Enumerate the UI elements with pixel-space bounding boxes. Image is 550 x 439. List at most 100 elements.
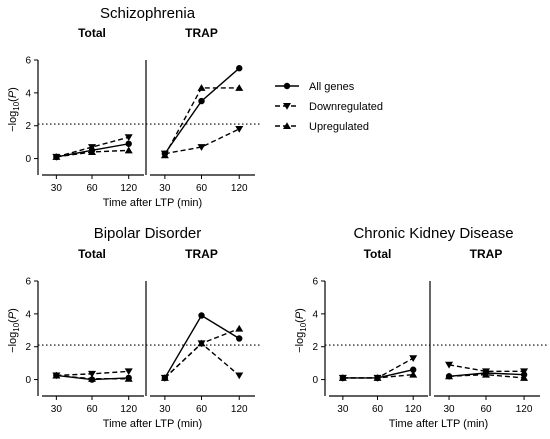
data-point	[124, 368, 133, 376]
y-axis-label-part: )	[7, 87, 19, 91]
y-tick-label: 6	[25, 277, 31, 288]
y-axis-label: −log10(P)	[7, 87, 21, 132]
y-axis-label-part: (	[7, 319, 19, 323]
subpanel-title: Total	[78, 247, 106, 261]
y-tick-label: 2	[25, 342, 31, 353]
data-point	[445, 372, 454, 380]
panel-title: Schizophrenia	[100, 5, 196, 22]
data-point	[235, 324, 244, 332]
y-tick-label: 6	[312, 277, 318, 288]
y-axis-label-part: P	[7, 311, 19, 319]
legend: All genes Downregulated Upregulated	[275, 81, 383, 133]
series-line-all-genes	[164, 67, 240, 155]
y-tick-label: 4	[25, 88, 31, 99]
data-point	[235, 372, 244, 380]
data-point	[482, 370, 490, 378]
data-point	[409, 370, 418, 378]
legend-label: All genes	[309, 81, 355, 93]
x-tick-label: 60	[480, 404, 492, 415]
y-axis-label-part: (	[7, 98, 19, 102]
panel-chronic-kidney-disease: Chronic Kidney Disease 0 2 4 6 −log10(P) Total…	[294, 225, 548, 430]
x-tick-label: 30	[51, 404, 63, 415]
x-tick-label: 60	[372, 404, 384, 415]
y-axis-label-part: P	[7, 90, 19, 98]
data-point	[197, 339, 206, 347]
subpanel-trap: TRAP 30 60 120	[150, 247, 255, 415]
x-axis-label: Time after LTP (min)	[103, 197, 202, 209]
data-point	[520, 368, 529, 376]
y-tick-label: 4	[312, 309, 318, 320]
data-point	[338, 374, 347, 381]
subpanel-total: Total 30 60 120	[42, 247, 144, 415]
data-point	[52, 371, 61, 379]
data-point	[445, 361, 454, 369]
data-point	[198, 97, 205, 105]
panel-bipolar-disorder: Bipolar Disorder 0 2 4 6 −log10(P) Total 30 60 12…	[7, 225, 262, 430]
y-axis-label: −log10(P)	[7, 308, 21, 353]
legend-item: Upregulated	[275, 121, 369, 133]
y-axis-label-part: )	[7, 308, 19, 312]
x-tick-label: 60	[196, 183, 208, 194]
y-axis-label-part: 10	[12, 322, 21, 331]
data-point	[52, 153, 61, 160]
data-point	[520, 374, 529, 381]
x-tick-label: 30	[443, 404, 455, 415]
data-point	[88, 370, 96, 378]
x-tick-label: 30	[159, 183, 171, 194]
y-axis-label-part: −log	[294, 332, 306, 353]
y-axis-label-part: (	[294, 319, 306, 323]
data-point	[198, 312, 205, 319]
x-axis-label: Time after LTP (min)	[389, 418, 488, 430]
data-point	[410, 366, 417, 373]
data-point	[125, 140, 132, 147]
y-axis-label: −log10(P)	[294, 308, 308, 353]
series-line-downregulated	[448, 364, 525, 373]
data-point	[88, 374, 96, 382]
legend-marker	[283, 82, 291, 90]
x-tick-label: 30	[159, 404, 171, 415]
y-axis-label-part: −log	[7, 332, 19, 353]
series-line-all-genes	[164, 314, 240, 379]
y-axis-label-part: 10	[12, 101, 21, 110]
x-tick-label: 30	[51, 183, 63, 194]
subpanel-title: TRAP	[185, 26, 218, 40]
subpanel-trap: TRAP 30 60 120	[150, 26, 255, 194]
data-point	[197, 144, 206, 151]
y-tick-label: 0	[25, 154, 31, 165]
x-tick-label: 120	[120, 404, 137, 415]
y-axis-label-part: )	[294, 308, 306, 312]
x-axis-label: Time after LTP (min)	[103, 418, 202, 430]
data-point	[235, 126, 244, 133]
legend-item: All genes	[275, 81, 355, 93]
y-tick-label: 4	[25, 309, 31, 320]
series-line-downregulated	[164, 128, 240, 155]
y-tick-label: 0	[312, 375, 318, 386]
data-point	[236, 65, 243, 72]
data-point	[197, 84, 206, 91]
panel-title: Chronic Kidney Disease	[353, 225, 513, 242]
legend-label: Downregulated	[309, 101, 383, 113]
series-line-upregulated	[164, 327, 240, 379]
subpanel-trap: TRAP 30 60 120	[434, 247, 540, 415]
subpanel-title: Total	[364, 247, 392, 261]
y-tick-label: 0	[25, 375, 31, 386]
data-point	[160, 374, 169, 381]
x-tick-label: 60	[86, 183, 98, 194]
subpanel-title: Total	[78, 26, 106, 40]
data-point	[124, 374, 133, 382]
data-point	[373, 374, 382, 381]
x-tick-label: 120	[231, 404, 248, 415]
data-point	[235, 84, 244, 91]
y-axis-label-part: 10	[299, 322, 308, 331]
subpanel-title: TRAP	[470, 247, 503, 261]
legend-label: Upregulated	[309, 121, 369, 133]
data-point	[160, 151, 169, 159]
panel-title: Bipolar Disorder	[94, 225, 202, 242]
x-tick-label: 60	[86, 404, 98, 415]
y-axis-label-part: P	[294, 311, 306, 319]
y-axis-label-part: −log	[7, 111, 19, 132]
data-point	[236, 335, 243, 342]
x-tick-label: 120	[120, 183, 137, 194]
x-tick-label: 120	[231, 183, 248, 194]
